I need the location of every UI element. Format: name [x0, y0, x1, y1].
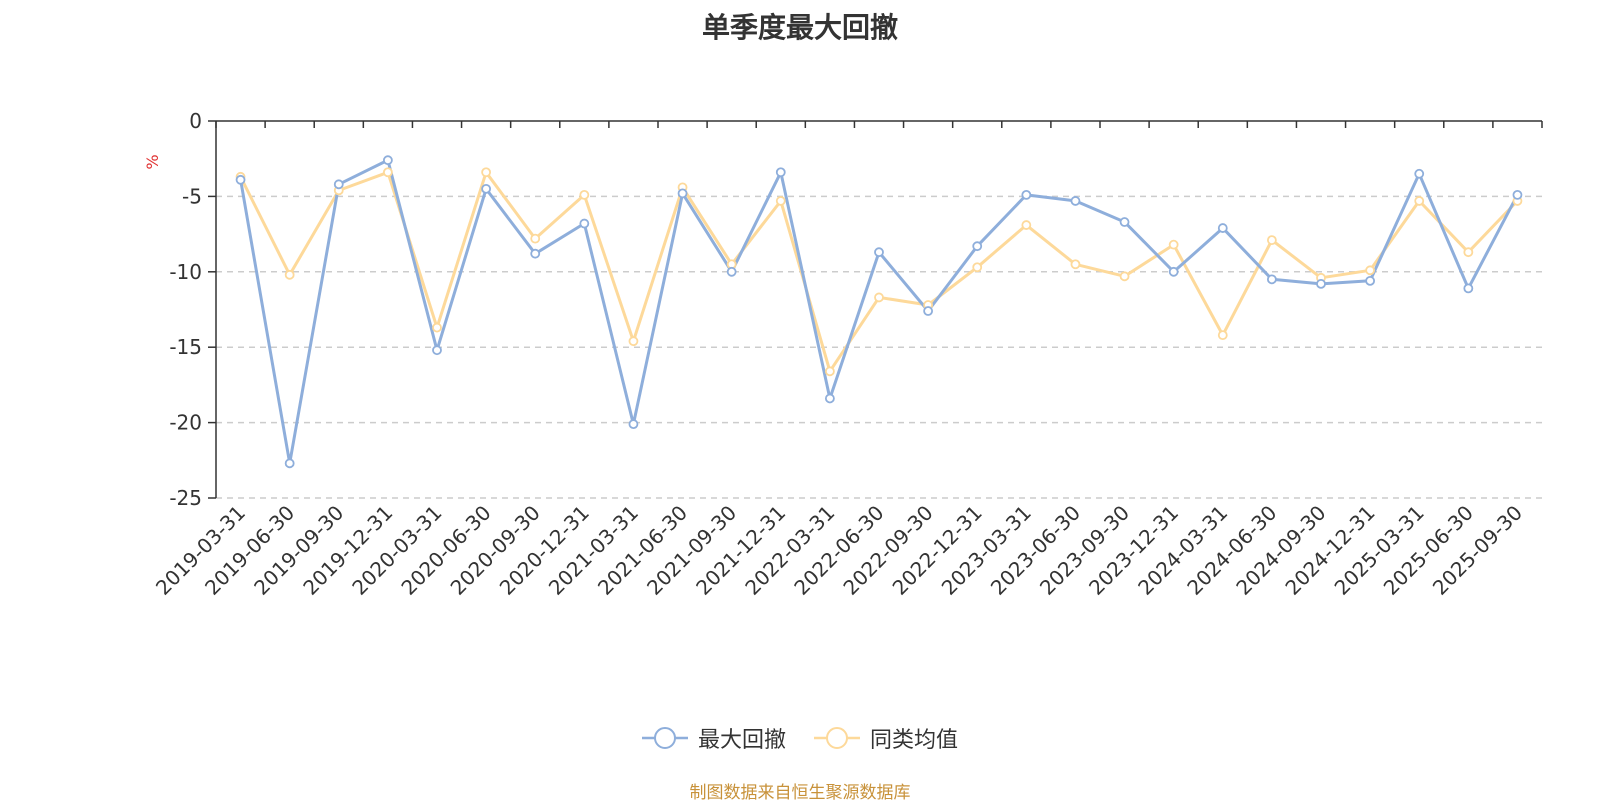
- data-point: [432, 322, 442, 333]
- data-point: [1365, 265, 1376, 276]
- data-point: [481, 167, 492, 178]
- data-point: [775, 167, 786, 178]
- data-point: [726, 266, 737, 277]
- data-point: [1168, 239, 1179, 250]
- chart-svg: 0-5-10-15-20-25%2019-03-312019-06-302019…: [143, 109, 1543, 600]
- data-point: [972, 262, 983, 273]
- data-point: [628, 419, 639, 430]
- axis-layer: [208, 120, 1543, 499]
- data-point: [1119, 271, 1130, 282]
- data-point: [972, 241, 983, 252]
- data-point: [284, 458, 295, 469]
- data-point: [1217, 223, 1228, 233]
- data-point: [1217, 330, 1228, 341]
- legend-label: 同类均值: [870, 728, 959, 753]
- data-point: [923, 306, 934, 316]
- y-tick-label: 0: [189, 109, 202, 133]
- y-axis-label: %: [143, 154, 162, 169]
- data-point: [284, 269, 295, 280]
- data-point: [1365, 275, 1376, 286]
- legend-item-peer-average[interactable]: 同类均值: [814, 722, 958, 754]
- data-point: [874, 247, 884, 258]
- grid-layer: [216, 195, 1542, 499]
- data-point: [1266, 274, 1277, 285]
- data-point: [1266, 235, 1277, 246]
- y-tick-label: -15: [169, 335, 202, 359]
- data-point: [432, 345, 442, 356]
- data-point: [333, 179, 344, 190]
- data-point: [1463, 247, 1474, 258]
- data-point: [1512, 189, 1523, 200]
- data-point: [677, 188, 688, 199]
- y-tick-label: -25: [169, 486, 202, 510]
- y-tick-label: -5: [182, 184, 202, 208]
- y-tick-label: -10: [169, 260, 202, 284]
- legend-line-circle-icon: [814, 727, 860, 749]
- data-point: [1119, 217, 1130, 227]
- data-point: [1414, 168, 1425, 179]
- data-point: [874, 292, 884, 303]
- data-point: [382, 167, 393, 178]
- data-point: [579, 189, 590, 200]
- data-point: [382, 155, 393, 166]
- chart-title: 单季度最大回撤: [701, 11, 898, 44]
- legend-item-max-drawdown[interactable]: 最大回撤: [641, 722, 786, 754]
- data-point: [1021, 220, 1032, 230]
- legend: 最大回撤 同类均值: [0, 722, 1600, 754]
- data-point: [1070, 196, 1081, 206]
- data-point: [1021, 189, 1032, 200]
- data-point: [628, 336, 639, 347]
- data-point: [530, 248, 541, 259]
- data-point: [579, 218, 590, 229]
- data-point: [1414, 196, 1425, 206]
- source-note: 制图数据来自恒生聚源数据库: [689, 783, 911, 803]
- data-point: [235, 174, 246, 185]
- data-point: [530, 233, 541, 244]
- data-point: [824, 393, 835, 404]
- data-point: [1463, 283, 1474, 294]
- data-point: [824, 366, 835, 377]
- data-point: [1316, 278, 1326, 289]
- label-layer: 0-5-10-15-20-25%2019-03-312019-06-302019…: [143, 109, 1527, 600]
- legend-line-circle-icon: [641, 727, 688, 749]
- data-point: [481, 183, 492, 194]
- y-tick-label: -20: [169, 411, 202, 435]
- series-layer: [235, 155, 1523, 469]
- data-point: [775, 196, 786, 206]
- data-point: [1070, 259, 1081, 270]
- data-point: [1168, 266, 1179, 277]
- legend-label: 最大回撤: [697, 728, 786, 753]
